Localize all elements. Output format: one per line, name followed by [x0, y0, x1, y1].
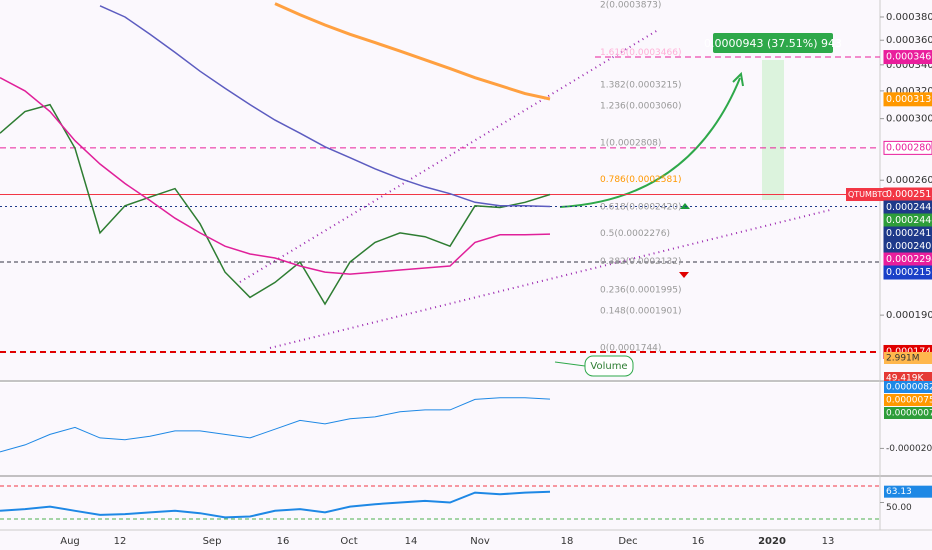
price-tag	[883, 50, 932, 65]
decor: 0.0000943 (37.51%) 943 Volume	[0, 0, 932, 531]
x-tick-label: 16	[277, 536, 290, 547]
x-tick-label: 16	[692, 536, 705, 547]
price-tag-label: 0.0002409	[886, 241, 932, 252]
fib-label: 1.382(0.0003215)	[600, 80, 681, 90]
price-tag	[883, 140, 932, 155]
rsi-line	[0, 490, 551, 519]
fib-label: 2(0.0003873)	[600, 0, 661, 10]
x-tick-label: 14	[405, 536, 418, 547]
target-box	[713, 33, 833, 53]
series-line	[0, 77, 551, 275]
down-arrow	[679, 272, 689, 278]
price-tag-label: 0.0001744	[886, 346, 932, 357]
volume-annotation: Volume	[590, 361, 627, 372]
macd-tag	[884, 407, 932, 419]
fib-label: 0.148(0.0001901)	[600, 306, 681, 316]
rsi-tag-label: 63.13	[886, 487, 912, 497]
rsi-tick-label: 50.00	[886, 503, 912, 513]
fib-label: 0.382(0.0002132)	[600, 257, 681, 267]
price-tag	[883, 92, 932, 107]
price-tag-label: 0.0002444	[886, 215, 932, 226]
price-tag-label: 0.0002411	[886, 228, 932, 239]
arrow-head	[732, 71, 744, 87]
fib-label: 1(0.0002808)	[600, 139, 661, 149]
volume-tag	[884, 352, 932, 364]
macd-tag-label: 0.0000075	[886, 396, 932, 406]
price-tag-label: 0.0003462	[886, 52, 932, 63]
callout-line	[554, 361, 586, 367]
volume-label: 49.419K	[886, 374, 924, 384]
price-tag-label: 0.0003138	[886, 94, 932, 105]
macd-line	[0, 397, 551, 453]
series-line	[0, 103, 551, 306]
fib-label: 0(0.0001744)	[600, 343, 661, 353]
fib-label: 0.236(0.0001995)	[600, 286, 681, 296]
volume-label: 2.991M	[886, 354, 920, 364]
fib-label: 0.618(0.0002420)	[600, 203, 681, 213]
series-line	[274, 2, 551, 101]
price-tag-label: 0.0002294	[886, 254, 932, 265]
x-tick-label: Sep	[203, 536, 222, 547]
macd-tick-label: -0.0000200	[886, 444, 932, 454]
macd-tag-label: 0.0000082	[886, 383, 932, 393]
x-tick-label: Oct	[340, 536, 357, 547]
series-line	[99, 5, 551, 208]
y-tick-label: 0.0001900	[886, 310, 932, 321]
price-tag-label: 0.0002803	[886, 142, 932, 153]
rsi-tag	[884, 485, 932, 498]
price-tag-label: 0.0002515	[886, 189, 932, 200]
macd-tag	[884, 394, 932, 406]
x-tick-label: 12	[114, 536, 127, 547]
x-tick-label: 2020	[758, 536, 786, 547]
symbol-label: QTUMBTC	[848, 190, 888, 199]
symbol-tag	[846, 188, 884, 202]
trendline	[269, 209, 831, 349]
fib-label: 1.618(0.0003466)	[600, 48, 681, 58]
x-tick-label: 13	[822, 536, 835, 547]
target-label: 0.0000943 (37.51%) 943	[704, 37, 842, 50]
x-tick-label: Nov	[470, 536, 490, 547]
x-tick-label: 18	[561, 536, 574, 547]
price-tag	[883, 265, 932, 280]
macd-tag	[884, 381, 932, 393]
fib-label: 0.5(0.0002276)	[600, 229, 670, 239]
target-zone	[762, 60, 784, 200]
macd-tag-label: 0.0000007	[886, 409, 932, 419]
arrow	[559, 77, 741, 208]
price-tag-label: 0.0002446	[886, 202, 932, 213]
fib-label: 0.786(0.0002581)	[600, 175, 681, 185]
x-tick-label: Aug	[60, 536, 80, 547]
x-tick-label: Dec	[618, 536, 637, 547]
fib-label: 1.236(0.0003060)	[600, 102, 681, 112]
